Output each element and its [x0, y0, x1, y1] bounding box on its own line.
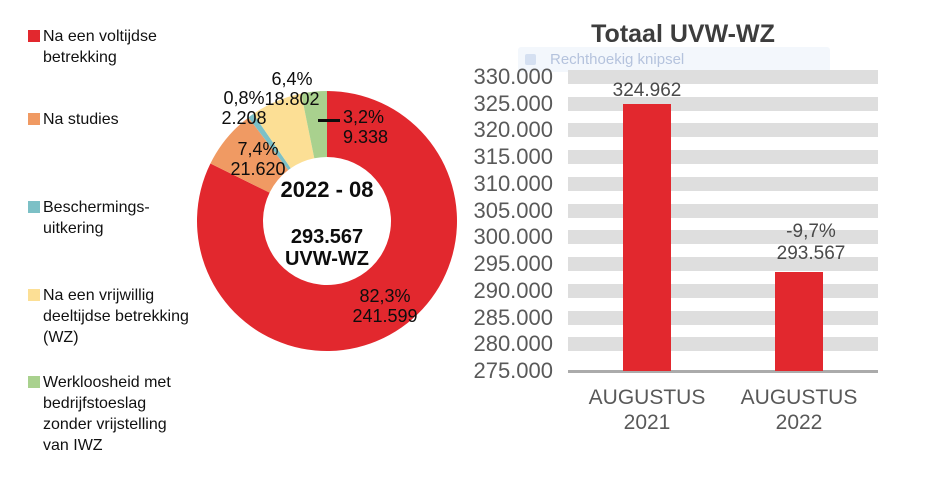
slice-pct: 3,2%: [343, 107, 385, 127]
label-connector-line: [318, 119, 340, 122]
legend-swatch-icon: [28, 30, 40, 42]
slice-value: 21.620: [230, 159, 286, 179]
donut-center-unit: UVW-WZ: [284, 248, 370, 270]
slice-pct: 82,3%: [359, 286, 411, 306]
bar-augustus-2021: [623, 103, 671, 371]
gridline-band: [568, 70, 878, 84]
legend-item-1: Na studies: [28, 109, 119, 130]
ytick-label: 315.000: [473, 144, 553, 170]
snip-mode-label: Rechthoekig knipsel: [550, 51, 685, 68]
ytick-label: 290.000: [473, 277, 553, 303]
legend-label: Na een vrijwillig deeltijdse betrekking …: [43, 287, 189, 346]
bar-augustus-2022: [775, 271, 823, 371]
snipping-tool-overlay: Rechthoekig knipsel: [518, 47, 830, 72]
gridline-band: [568, 150, 878, 165]
gridline-band: [568, 283, 878, 298]
donut-center-period: 2022 - 08: [280, 177, 374, 202]
slice-label-voltijdse-betrekking: 82,3% 241.599: [352, 286, 417, 326]
donut-slice-2: [248, 113, 291, 171]
ytick-label: 300.000: [473, 224, 553, 250]
slice-pct: 0,8%: [223, 88, 265, 108]
legend-item-2: Beschermings- uitkering: [28, 197, 150, 239]
donut-slice-4: [301, 91, 327, 159]
donut-slice-1: [210, 117, 289, 193]
legend-label: Beschermings- uitkering: [43, 199, 150, 237]
donut-chart: [197, 91, 457, 351]
legend-swatch-icon: [28, 201, 40, 213]
ytick-label: 295.000: [473, 251, 553, 277]
slice-label-vrijwillig-deeltijds: 6,4% 18.802: [264, 69, 319, 109]
x-axis-line: [568, 370, 878, 373]
slice-value: 9.338: [343, 127, 389, 147]
legend-label: Werkloosheid met bedrijfstoeslag zonder …: [43, 374, 171, 454]
donut-center-total: 293.567: [290, 226, 364, 248]
bar-value-label-2022: 293.567: [776, 243, 846, 264]
legend-swatch-icon: [28, 376, 40, 388]
slice-label-bedrijfstoeslag: 3,2% 9.338: [343, 107, 388, 147]
gridline-band: [568, 176, 878, 191]
gridline-band: [568, 123, 878, 138]
xaxis-label-augustus-2021: AUGUSTUS 2021: [588, 386, 706, 434]
legend-label: Na een voltijdse betrekking: [43, 28, 157, 66]
legend-label: Na studies: [43, 111, 119, 128]
slice-label-na-studies: 7,4% 21.620: [230, 139, 285, 179]
legend-item-3: Na een vrijwillig deeltijdse betrekking …: [28, 285, 189, 348]
ytick-label: 325.000: [473, 90, 553, 116]
bar-pct-change-label-2022: -9,7%: [786, 221, 836, 242]
ytick-label: 280.000: [473, 331, 553, 357]
rectangular-snip-icon: [525, 54, 536, 65]
bar-chart-title: Totaal UVW-WZ: [591, 20, 775, 48]
slice-pct: 7,4%: [237, 139, 279, 159]
ytick-label: 310.000: [473, 170, 553, 196]
ytick-label: 320.000: [473, 117, 553, 143]
slice-value: 241.599: [352, 306, 418, 326]
legend-swatch-icon: [28, 289, 40, 301]
gridline-band: [568, 203, 878, 218]
ytick-label: 305.000: [473, 197, 553, 223]
slice-label-beschermingsuitkering: 0,8% 2.208: [221, 88, 266, 128]
slice-pct: 6,4%: [271, 69, 313, 89]
donut-slice-0: [197, 91, 457, 351]
legend-item-4: Werkloosheid met bedrijfstoeslag zonder …: [28, 372, 171, 456]
gridline-band: [568, 337, 878, 352]
ytick-label: 285.000: [473, 304, 553, 330]
slice-value: 2.208: [221, 108, 267, 128]
slice-value: 18.802: [264, 89, 320, 109]
bar-value-label-2021: 324.962: [612, 80, 682, 101]
gridline-band: [568, 310, 878, 325]
ytick-label: 330.000: [473, 64, 553, 89]
xaxis-label-augustus-2022: AUGUSTUS 2022: [740, 386, 858, 434]
ytick-label: 275.000: [473, 358, 553, 383]
legend-swatch-icon: [28, 113, 40, 125]
donut-slice-3: [253, 93, 315, 169]
legend-item-0: Na een voltijdse betrekking: [28, 26, 157, 68]
